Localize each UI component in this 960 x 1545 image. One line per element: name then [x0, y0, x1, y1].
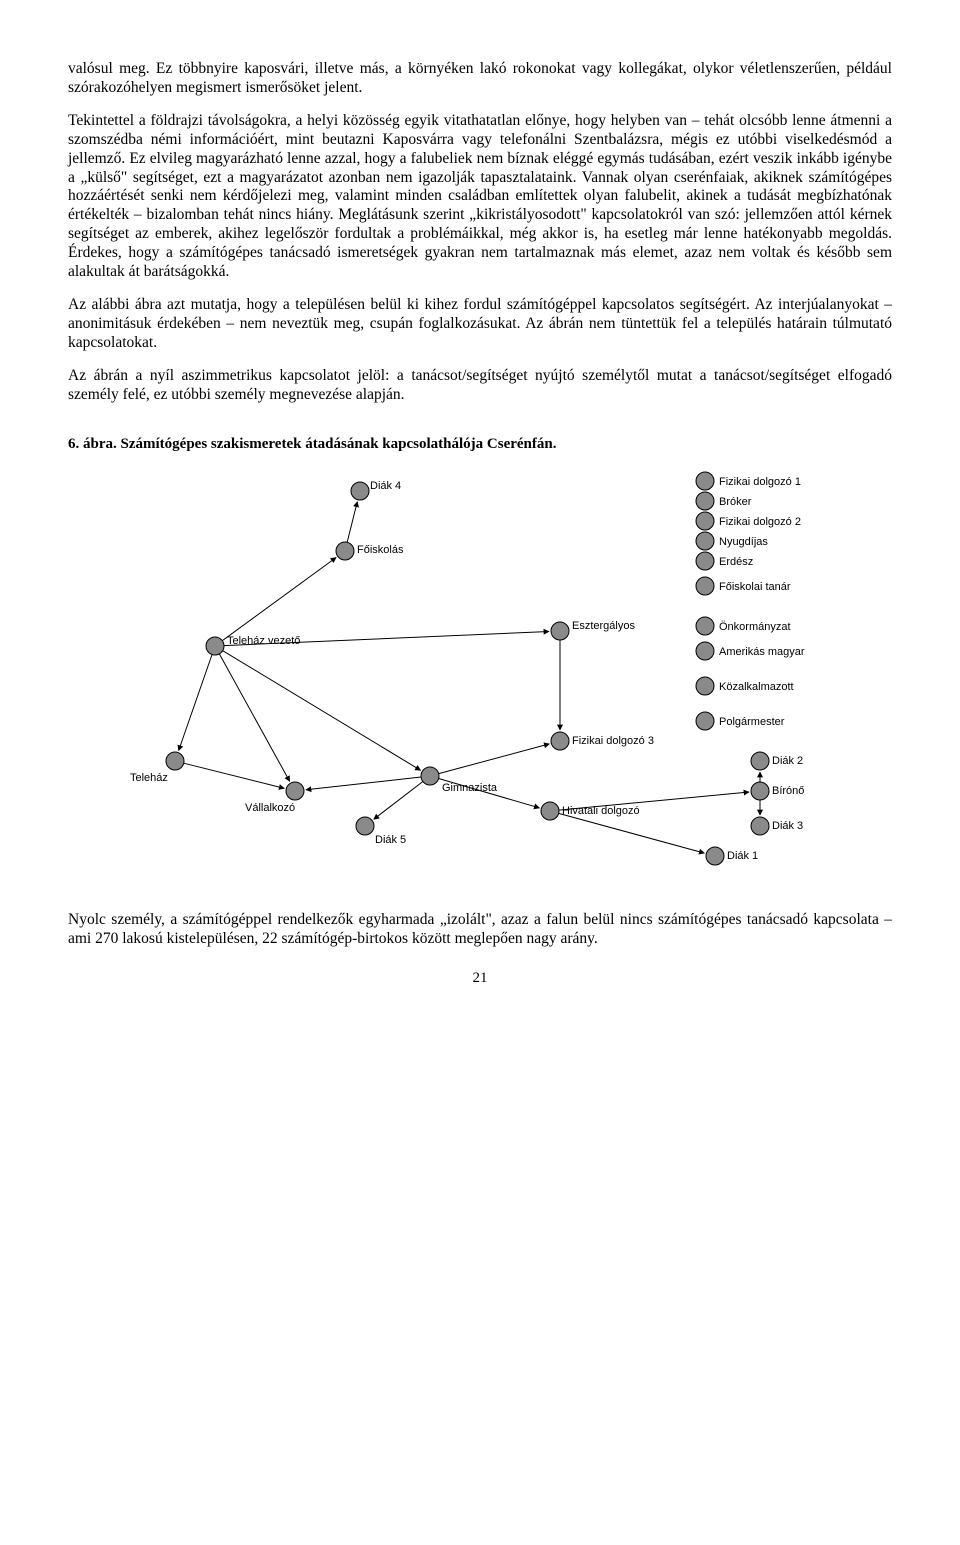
isolated-node	[696, 712, 714, 730]
isolated-node	[696, 552, 714, 570]
network-edge	[559, 813, 705, 853]
isolated-node	[696, 617, 714, 635]
network-node	[336, 542, 354, 560]
network-node-label: Teleház	[130, 772, 168, 784]
network-node-label: Diák 4	[370, 480, 401, 492]
isolated-node-label: Fizikai dolgozó 2	[719, 516, 801, 528]
network-node	[751, 817, 769, 835]
network-node	[356, 817, 374, 835]
isolated-node-label: Bróker	[719, 496, 752, 508]
network-node-label: Esztergályos	[572, 620, 635, 632]
paragraph-1: valósul meg. Ez többnyire kaposvári, ill…	[68, 60, 892, 98]
isolated-node	[696, 642, 714, 660]
network-node-label: Diák 2	[772, 755, 803, 767]
network-node-label: Teleház vezető	[227, 635, 300, 647]
network-node	[706, 847, 724, 865]
network-node-label: Diák 3	[772, 820, 803, 832]
network-node-label: Gimnazista	[442, 782, 498, 794]
network-node-label: Bírónő	[772, 785, 804, 797]
paragraph-4: Az ábrán a nyíl aszimmetrikus kapcsolato…	[68, 367, 892, 405]
network-node-label: Vállalkozó	[245, 802, 295, 814]
network-node-label: Fizikai dolgozó 3	[572, 735, 654, 747]
isolated-node	[696, 512, 714, 530]
isolated-node-label: Önkormányzat	[719, 621, 791, 633]
paragraph-2: Tekintettel a földrajzi távolságokra, a …	[68, 112, 892, 282]
isolated-node-label: Nyugdíjas	[719, 536, 768, 548]
network-node	[286, 782, 304, 800]
network-diagram-container: Diák 4 Főiskolás Teleház vezető Esztergályo…	[68, 461, 892, 891]
network-node-label: Diák 5	[375, 834, 406, 846]
isolated-node-label: Fizikai dolgozó 1	[719, 476, 801, 488]
isolated-node-label: Amerikás magyar	[719, 646, 805, 658]
isolated-node-label: Polgármester	[719, 716, 785, 728]
network-node-label: Hivatali dolgozó	[562, 805, 640, 817]
network-node	[541, 802, 559, 820]
isolated-node	[696, 577, 714, 595]
isolated-node-label: Erdész	[719, 556, 753, 568]
network-diagram: Diák 4 Főiskolás Teleház vezető Esztergályo…	[120, 461, 840, 891]
network-node	[751, 752, 769, 770]
network-node-label: Diák 1	[727, 850, 758, 862]
network-edge	[223, 650, 421, 770]
network-edge	[179, 654, 212, 750]
network-edge	[347, 501, 357, 542]
isolated-node-label: Közalkalmazott	[719, 681, 794, 693]
network-edge	[222, 557, 336, 640]
network-node	[206, 637, 224, 655]
network-node	[351, 482, 369, 500]
network-node	[166, 752, 184, 770]
paragraph-5: Nyolc személy, a számítógéppel rendelkez…	[68, 911, 892, 949]
isolated-node	[696, 492, 714, 510]
isolated-node	[696, 532, 714, 550]
network-node	[551, 732, 569, 750]
network-node	[551, 622, 569, 640]
network-node	[751, 782, 769, 800]
network-node-label: Főiskolás	[357, 544, 404, 556]
network-edge	[219, 654, 289, 781]
page-number: 21	[68, 969, 892, 987]
network-node	[421, 767, 439, 785]
figure-caption: 6. ábra. Számítógépes szakismeretek átad…	[68, 435, 892, 453]
network-edge	[439, 744, 550, 774]
isolated-node	[696, 677, 714, 695]
network-edge	[306, 777, 421, 790]
isolated-node-label: Főiskolai tanár	[719, 581, 791, 593]
paragraph-3: Az alábbi ábra azt mutatja, hogy a telep…	[68, 296, 892, 353]
network-edge	[374, 781, 423, 819]
network-edge	[184, 763, 285, 788]
isolated-node	[696, 472, 714, 490]
